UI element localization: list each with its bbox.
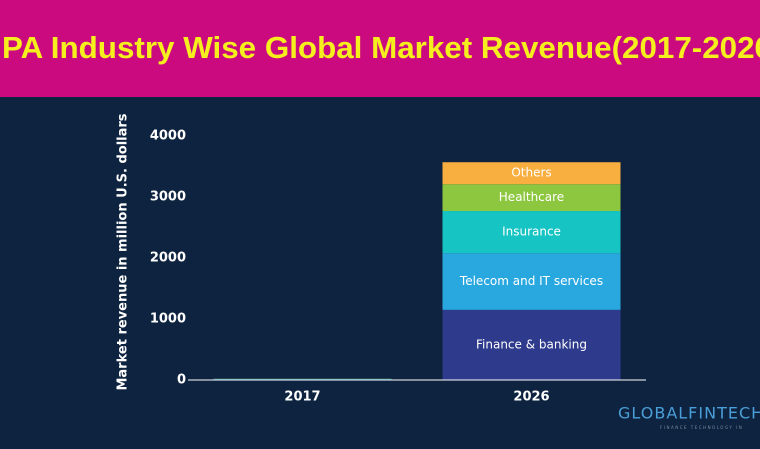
bar-segment [442, 184, 621, 212]
y-axis-label: Market revenue in million U.S. dollars [116, 113, 131, 390]
y-tick-label: 3000 [150, 190, 186, 205]
x-tick-label: 2017 [284, 390, 320, 405]
logo: GLOBALFINTECH [618, 404, 760, 423]
segment-label: Insurance [502, 225, 561, 239]
y-tick-label: 0 [177, 373, 186, 388]
chart-title: PA Industry Wise Global Market Revenue(2… [2, 30, 760, 65]
y-tick-label: 2000 [150, 251, 186, 266]
bar-segment [442, 162, 621, 185]
bar-segment [442, 309, 621, 380]
x-tick-label: 2026 [513, 390, 549, 405]
y-tick-label: 1000 [150, 312, 186, 327]
segment-label: Telecom and IT services [459, 274, 603, 288]
bar-segment [442, 211, 621, 254]
bar-segment [442, 253, 621, 310]
segment-label: Finance & banking [476, 337, 587, 351]
y-tick-label: 4000 [150, 129, 186, 144]
header-band [0, 0, 760, 97]
segment-label: Others [511, 166, 551, 180]
segment-label: Healthcare [499, 190, 564, 204]
logo-tagline: FINANCE TECHNOLOGY IN [660, 425, 743, 430]
